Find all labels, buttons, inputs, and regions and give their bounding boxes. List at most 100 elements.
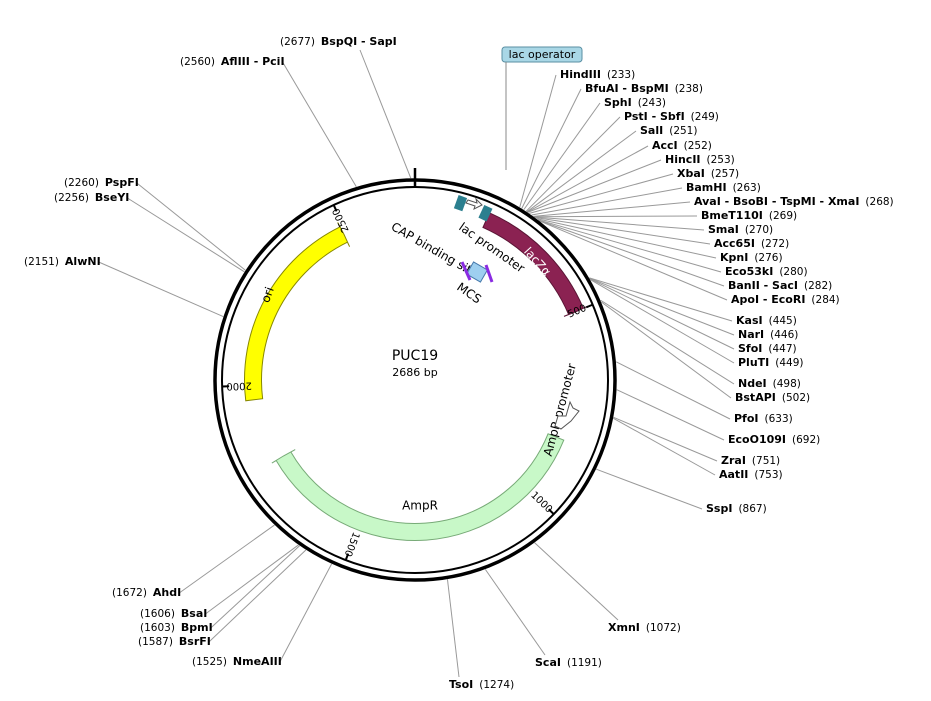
- lac-promoter-mark: [465, 197, 483, 210]
- site-name: BamHI: [686, 181, 727, 194]
- site-name: SphI: [604, 96, 632, 109]
- leader-line: [446, 579, 460, 678]
- site-position: (268): [865, 196, 893, 208]
- site-name: XbaI: [677, 167, 705, 180]
- site-label: SfoI (447): [738, 342, 797, 355]
- site-label: PluTI (449): [738, 356, 804, 369]
- features: [244, 212, 589, 541]
- site-label: (1672) AhdI: [112, 586, 181, 599]
- leader-line: [208, 549, 307, 643]
- leader-line: [525, 116, 621, 212]
- leader-line: [527, 145, 649, 213]
- site-position: (270): [745, 224, 773, 236]
- site-name: SalI: [640, 124, 663, 137]
- site-name: BanII - SacI: [728, 279, 798, 292]
- leader-line: [136, 182, 246, 271]
- site-name: AhdI: [153, 586, 181, 599]
- site-name: SfoI: [738, 342, 762, 355]
- site-name: KasI: [736, 314, 763, 327]
- site-name: NdeI: [738, 377, 767, 390]
- site-label: (2260) PspFI: [64, 176, 139, 189]
- lac-operator-label: lac operator: [509, 48, 576, 61]
- site-name: PluTI: [738, 356, 769, 369]
- ampr-promoter-mark: [554, 400, 580, 430]
- site-label: ZraI (751): [721, 454, 780, 467]
- leader-lines: [98, 49, 735, 678]
- site-label: Eco53kI (280): [725, 265, 808, 278]
- leader-line: [534, 542, 619, 621]
- leader-line: [539, 220, 728, 301]
- site-label: PstI - SbfI (249): [624, 110, 719, 123]
- site-position: (498): [773, 378, 801, 390]
- site-label: SalI (251): [640, 124, 697, 137]
- site-label: BanII - SacI (282): [728, 279, 832, 292]
- leader-line: [205, 544, 299, 615]
- site-name: BseYI: [95, 191, 129, 204]
- scale-tick: [548, 508, 555, 515]
- leader-line: [178, 524, 275, 594]
- site-position: (1606): [140, 608, 175, 620]
- site-position: (238): [675, 83, 703, 95]
- leader-line: [282, 61, 357, 187]
- site-name: TsoI: [449, 678, 473, 691]
- leader-line: [589, 277, 735, 336]
- site-name: ScaI: [535, 656, 561, 669]
- site-position: (251): [669, 125, 697, 137]
- site-name: AflIII - PciI: [221, 55, 285, 68]
- lacz-arrow: [482, 212, 589, 317]
- site-position: (272): [761, 238, 789, 250]
- site-position: (263): [733, 182, 761, 194]
- site-label: AatII (753): [719, 468, 783, 481]
- site-label: (2256) BseYI: [54, 191, 129, 204]
- mcs-mark: [465, 261, 489, 283]
- leader-line: [98, 261, 224, 318]
- site-label: TsoI (1274): [449, 678, 514, 691]
- site-label: ScaI (1191): [535, 656, 602, 669]
- site-position: (1672): [112, 587, 147, 599]
- scale-tick-label: 1500: [342, 530, 361, 558]
- site-name: EcoO109I: [728, 433, 786, 446]
- scale-tick: [344, 553, 350, 561]
- site-label: NdeI (498): [738, 377, 801, 390]
- backbone-inner: [221, 186, 609, 574]
- site-label: (1606) BsaI: [140, 607, 207, 620]
- site-name: XmnI: [608, 621, 640, 634]
- leader-line: [531, 187, 683, 216]
- site-label: PfoI (633): [734, 412, 793, 425]
- site-name: SmaI: [708, 223, 739, 236]
- site-name: ZraI: [721, 454, 746, 467]
- site-position: (751): [752, 455, 780, 467]
- site-label: SphI (243): [604, 96, 666, 109]
- site-position: (502): [782, 392, 810, 404]
- site-name: NarI: [738, 328, 764, 341]
- leader-line: [590, 279, 735, 364]
- site-name: NmeAIII: [233, 655, 282, 668]
- site-name: BsaI: [181, 607, 207, 620]
- leader-line: [527, 159, 662, 213]
- site-label: XbaI (257): [677, 167, 739, 180]
- leader-line: [526, 130, 637, 213]
- site-position: (1603): [140, 622, 175, 634]
- site-name: PfoI: [734, 412, 759, 425]
- site-position: (1072): [646, 622, 681, 634]
- plasmid-name: PUC19: [392, 348, 438, 364]
- leader-line: [484, 569, 546, 656]
- leader-line: [613, 417, 716, 476]
- leader-line: [127, 197, 245, 273]
- leader-line: [601, 301, 732, 399]
- site-label: SmaI (270): [708, 223, 773, 236]
- site-position: (276): [754, 252, 782, 264]
- site-label: HincII (253): [665, 153, 735, 166]
- leader-line: [521, 88, 582, 209]
- site-position: (1587): [138, 636, 173, 648]
- site-position: (233): [607, 69, 635, 81]
- leader-line: [589, 277, 733, 322]
- site-position: (867): [738, 503, 766, 515]
- site-position: (447): [768, 343, 796, 355]
- site-position: (753): [754, 469, 782, 481]
- scale-tick-label: 2000: [226, 380, 252, 392]
- ampr-arrow: [271, 433, 565, 541]
- leader-line: [600, 299, 735, 385]
- leader-line: [589, 278, 735, 350]
